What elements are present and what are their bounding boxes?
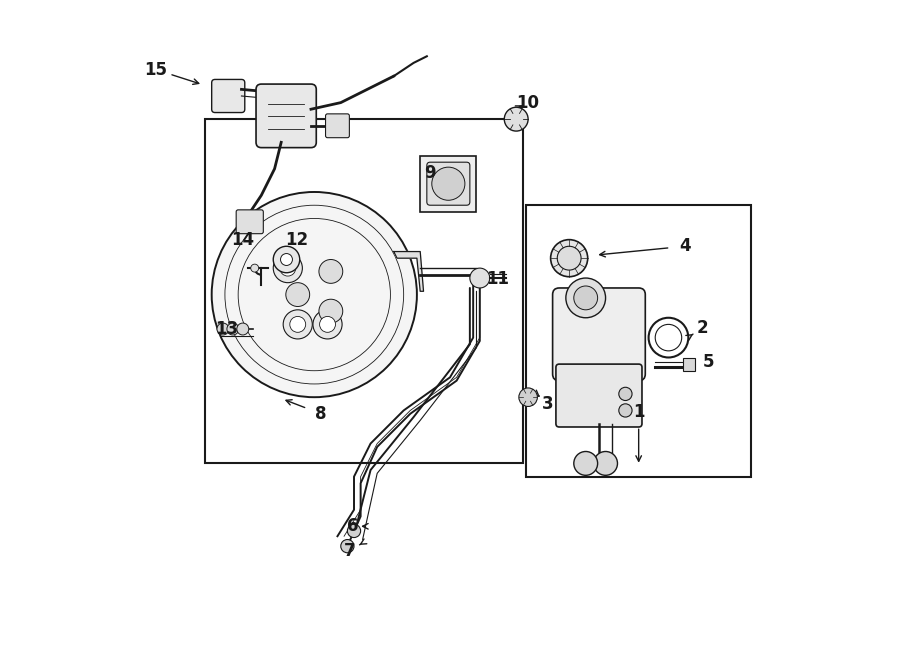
Circle shape [237, 323, 248, 335]
Text: 2: 2 [698, 318, 708, 337]
Text: 15: 15 [144, 60, 166, 79]
Circle shape [347, 524, 361, 538]
Circle shape [320, 316, 336, 332]
Text: 1: 1 [633, 402, 644, 421]
FancyBboxPatch shape [236, 210, 264, 234]
Circle shape [274, 254, 302, 283]
Circle shape [313, 310, 342, 339]
Bar [205, 119, 523, 463]
FancyBboxPatch shape [427, 162, 470, 205]
Circle shape [574, 451, 598, 475]
Text: 9: 9 [424, 164, 436, 183]
Circle shape [341, 540, 354, 553]
Circle shape [518, 388, 537, 406]
Text: 6: 6 [346, 517, 358, 536]
Circle shape [504, 107, 528, 131]
Circle shape [274, 246, 300, 273]
Bar [683, 358, 695, 371]
Circle shape [227, 323, 239, 335]
Circle shape [251, 264, 258, 272]
Polygon shape [393, 252, 424, 291]
Text: 10: 10 [517, 93, 540, 112]
FancyBboxPatch shape [556, 364, 642, 427]
Circle shape [286, 283, 310, 307]
Text: 5: 5 [702, 353, 714, 371]
Circle shape [212, 192, 417, 397]
Circle shape [432, 167, 465, 201]
Circle shape [470, 268, 490, 288]
Circle shape [319, 260, 343, 283]
Text: 8: 8 [315, 404, 327, 423]
FancyBboxPatch shape [553, 288, 645, 381]
Circle shape [557, 246, 581, 270]
Circle shape [619, 404, 632, 417]
FancyBboxPatch shape [256, 84, 316, 148]
Text: 12: 12 [285, 230, 308, 249]
Text: 11: 11 [486, 270, 509, 289]
FancyBboxPatch shape [420, 156, 476, 212]
Circle shape [217, 323, 229, 335]
Circle shape [574, 286, 598, 310]
Circle shape [284, 310, 312, 339]
Text: 14: 14 [231, 230, 255, 249]
Text: 13: 13 [215, 320, 238, 338]
Circle shape [290, 316, 306, 332]
Circle shape [280, 260, 296, 276]
Text: 7: 7 [344, 542, 356, 560]
Text: 4: 4 [680, 237, 691, 256]
Text: 3: 3 [542, 395, 554, 413]
Circle shape [594, 451, 617, 475]
Circle shape [566, 278, 606, 318]
FancyBboxPatch shape [212, 79, 245, 113]
Circle shape [619, 387, 632, 401]
FancyBboxPatch shape [326, 114, 349, 138]
Bar [526, 205, 752, 477]
Circle shape [319, 299, 343, 323]
Circle shape [551, 240, 588, 277]
Circle shape [281, 254, 292, 265]
